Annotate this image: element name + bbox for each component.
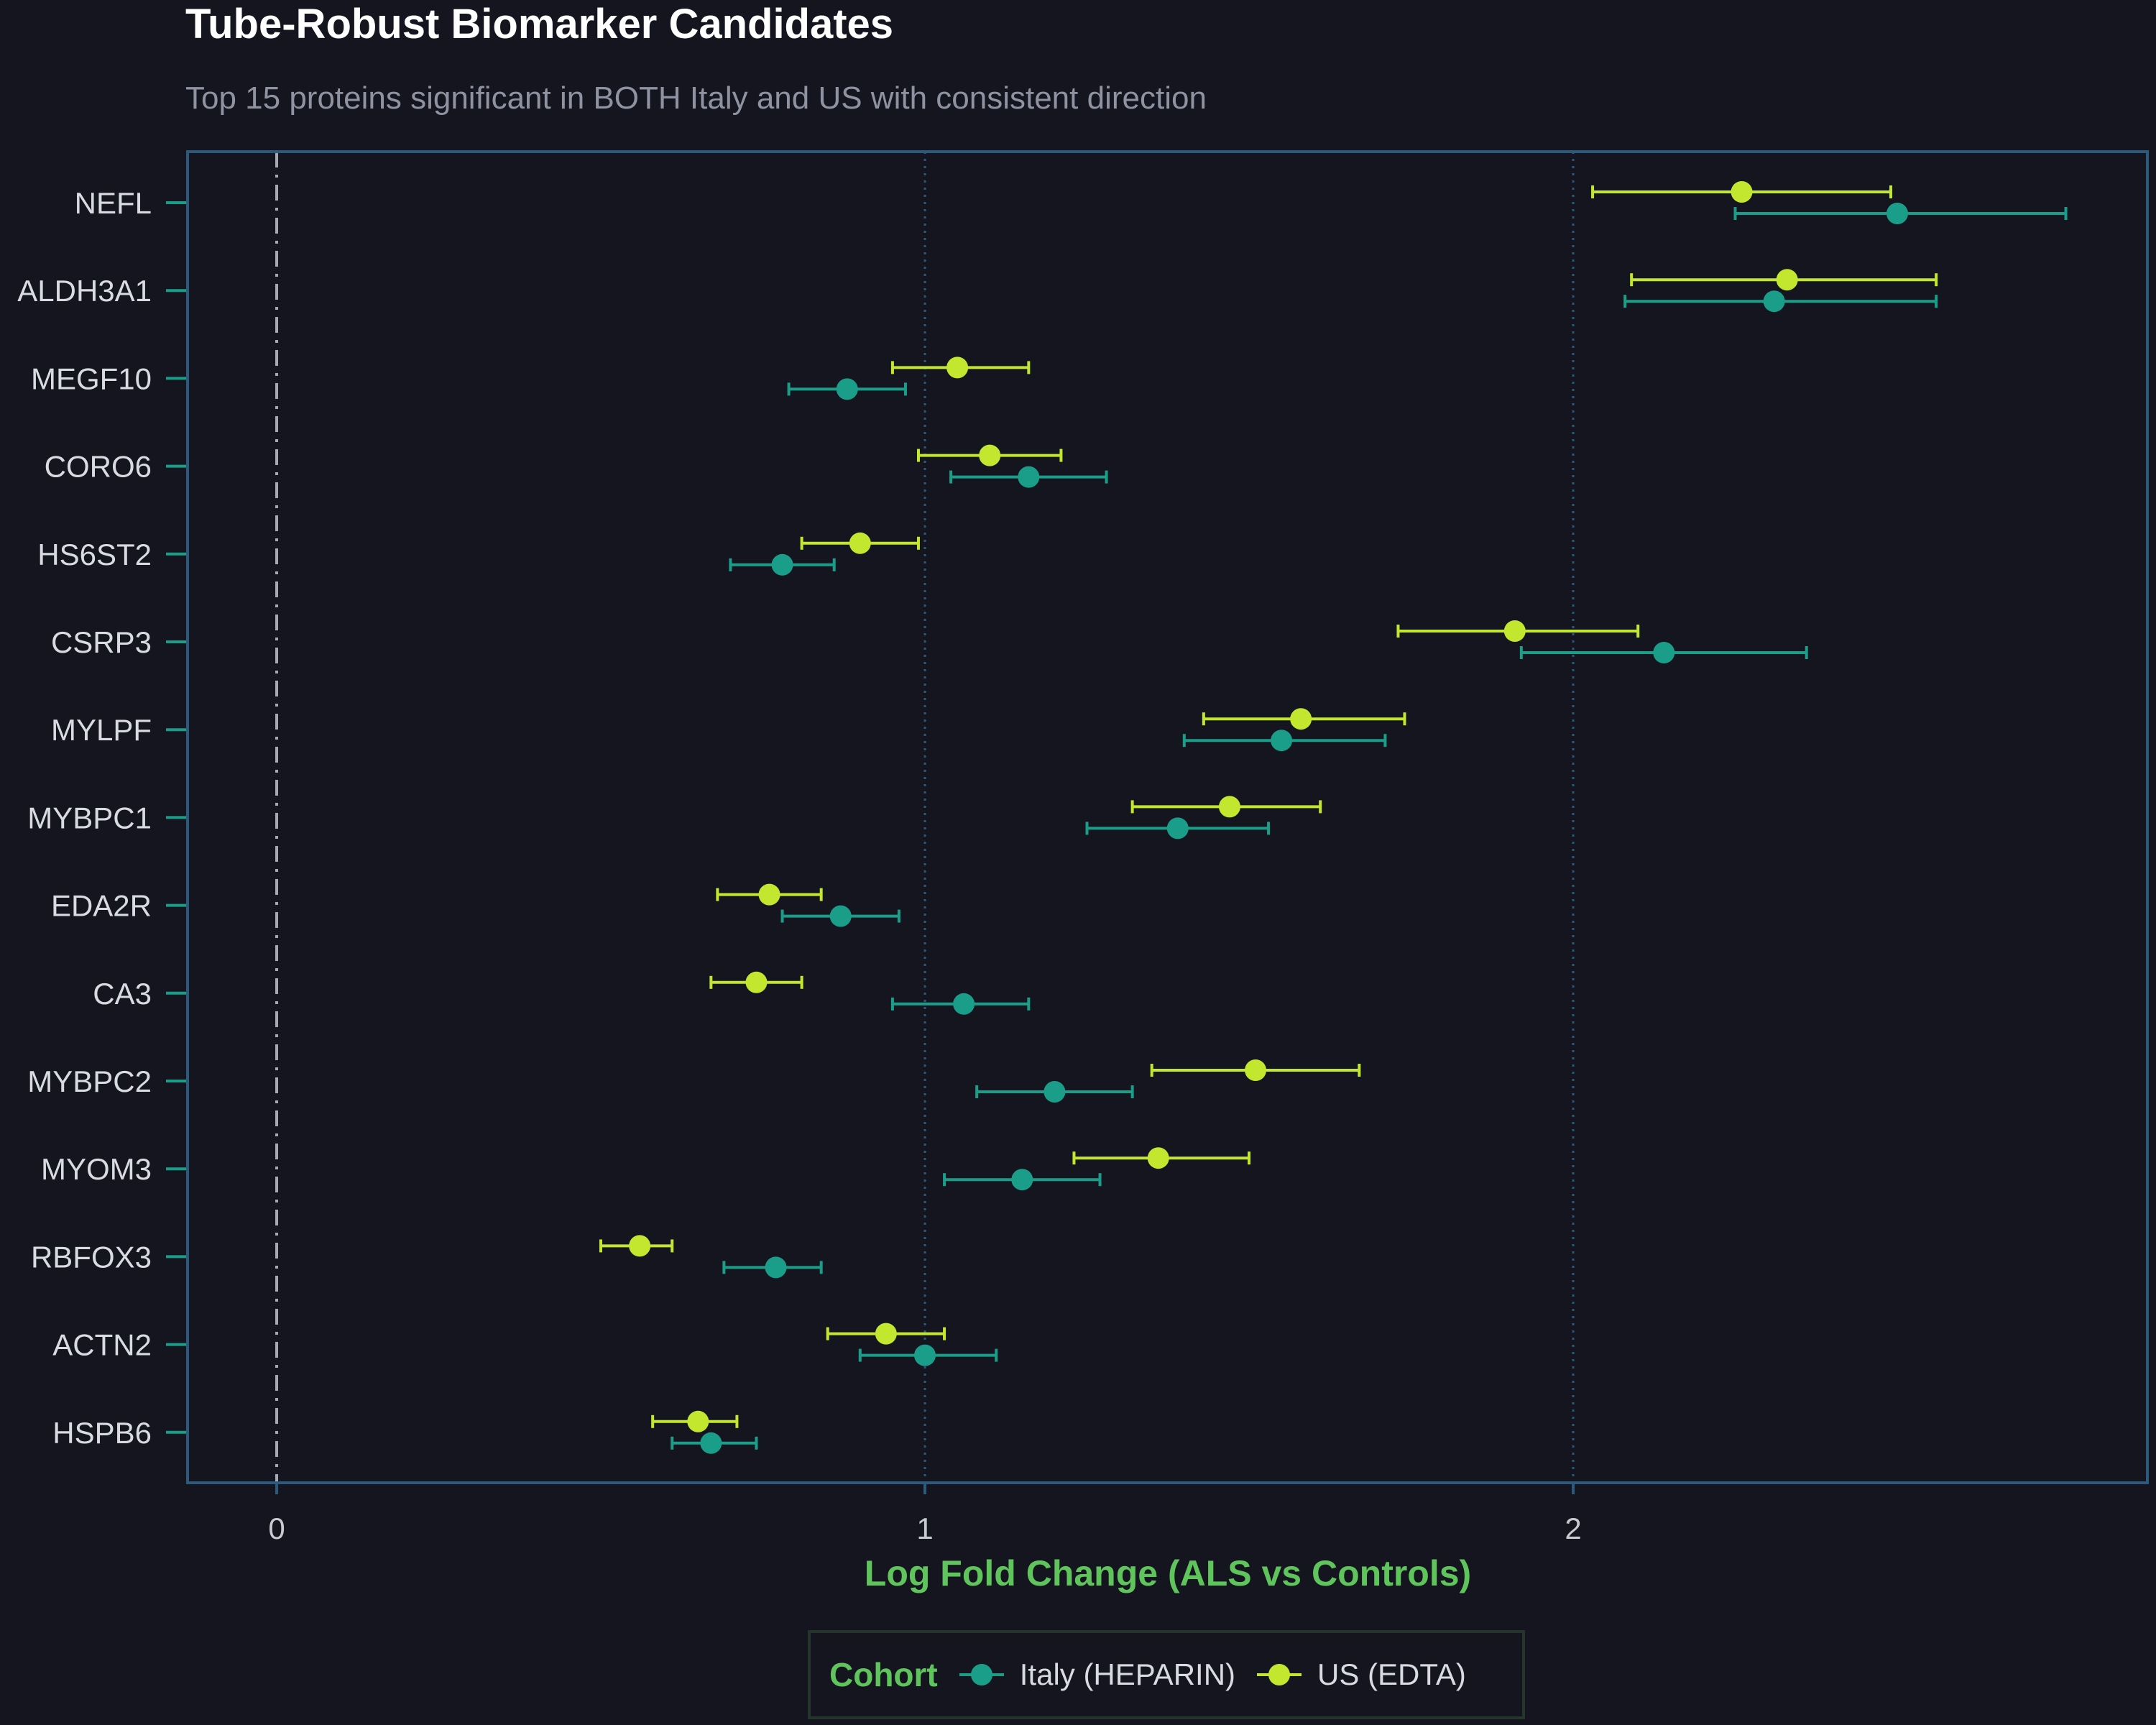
plot-panel (188, 152, 2147, 1483)
point-us-actn2 (875, 1322, 897, 1345)
series-italy (671, 203, 2068, 1454)
legend-item-us: US (EDTA) (1257, 1657, 1466, 1692)
point-italy-coro6 (1018, 466, 1040, 488)
y-tick-label-actn2: ACTN2 (52, 1328, 152, 1362)
point-us-hs6st2 (849, 532, 871, 554)
y-tick-label-aldh3a1: ALDH3A1 (17, 274, 152, 308)
point-italy-actn2 (914, 1344, 936, 1366)
series-layer (599, 181, 2068, 1454)
legend: Cohort Italy (HEPARIN) US (EDTA) (808, 1630, 1525, 1719)
y-tick-label-csrp3: CSRP3 (51, 625, 152, 659)
point-italy-rbfox3 (765, 1256, 787, 1279)
legend-key-us (1257, 1664, 1302, 1685)
point-italy-eda2r (829, 905, 852, 927)
point-us-nefl (1731, 181, 1753, 203)
point-us-mybpc1 (1218, 796, 1240, 818)
point-italy-megf10 (836, 378, 858, 400)
point-us-ca3 (745, 971, 768, 993)
y-tick-label-coro6: CORO6 (45, 450, 152, 484)
point-us-megf10 (946, 356, 969, 379)
point-us-coro6 (979, 444, 1001, 466)
y-tick-label-rbfox3: RBFOX3 (31, 1240, 152, 1274)
point-italy-myom3 (1011, 1169, 1033, 1191)
series-us (599, 181, 1938, 1432)
point-italy-mybpc1 (1166, 817, 1189, 840)
point-us-rbfox3 (629, 1235, 651, 1257)
x-axis-title: Log Fold Change (ALS vs Controls) (865, 1553, 1471, 1593)
point-us-csrp3 (1503, 620, 1526, 642)
y-tick-label-myom3: MYOM3 (41, 1152, 152, 1186)
legend-item-italy: Italy (HEPARIN) (959, 1657, 1235, 1692)
point-us-mybpc2 (1245, 1059, 1267, 1081)
legend-label-italy: Italy (HEPARIN) (1019, 1657, 1236, 1691)
point-us-myom3 (1147, 1147, 1169, 1169)
y-tick-label-ca3: CA3 (93, 977, 152, 1011)
x-axis: 0 1 2 (268, 1483, 1582, 1545)
point-us-aldh3a1 (1776, 269, 1798, 291)
y-tick-label-mylpf: MYLPF (51, 713, 152, 747)
y-tick-label-mybpc1: MYBPC1 (27, 801, 152, 834)
y-tick-label-hspb6: HSPB6 (52, 1416, 152, 1450)
chart-title: Tube-Robust Biomarker Candidates (185, 1, 894, 47)
point-us-hspb6 (687, 1410, 709, 1432)
point-italy-hs6st2 (771, 553, 793, 576)
legend-label-us: US (EDTA) (1317, 1657, 1466, 1691)
point-italy-mylpf (1271, 730, 1293, 752)
x-tick-label-1: 1 (916, 1512, 933, 1545)
y-tick-label-nefl: NEFL (75, 186, 152, 220)
y-tick-label-mybpc2: MYBPC2 (27, 1064, 152, 1098)
point-italy-aldh3a1 (1763, 290, 1785, 313)
point-italy-hspb6 (700, 1432, 722, 1454)
point-us-mylpf (1290, 708, 1312, 730)
chart-subtitle: Top 15 proteins significant in BOTH Ital… (185, 80, 1207, 116)
grid-layer (275, 152, 1575, 1483)
legend-title: Cohort (829, 1656, 938, 1693)
y-tick-label-megf10: MEGF10 (31, 362, 152, 395)
point-italy-csrp3 (1653, 642, 1675, 663)
forest-plot: NEFL ALDH3A1 MEGF10 CORO6 HS6ST2 CSRP3 MYLPF MY… (17, 150, 2149, 1593)
point-italy-ca3 (953, 993, 975, 1015)
point-italy-nefl (1886, 203, 1908, 224)
y-axis: NEFL ALDH3A1 MEGF10 CORO6 HS6ST2 CSRP3 MYLPF MY… (17, 186, 188, 1450)
y-tick-label-hs6st2: HS6ST2 (37, 538, 152, 571)
point-us-eda2r (758, 883, 780, 906)
legend-key-italy (959, 1664, 1004, 1685)
plot-panel-border (186, 150, 2149, 1484)
y-tick-label-eda2r: EDA2R (51, 889, 152, 923)
x-tick-label-0: 0 (268, 1512, 285, 1545)
x-tick-label-2: 2 (1565, 1512, 1581, 1545)
point-italy-mybpc2 (1044, 1081, 1066, 1103)
